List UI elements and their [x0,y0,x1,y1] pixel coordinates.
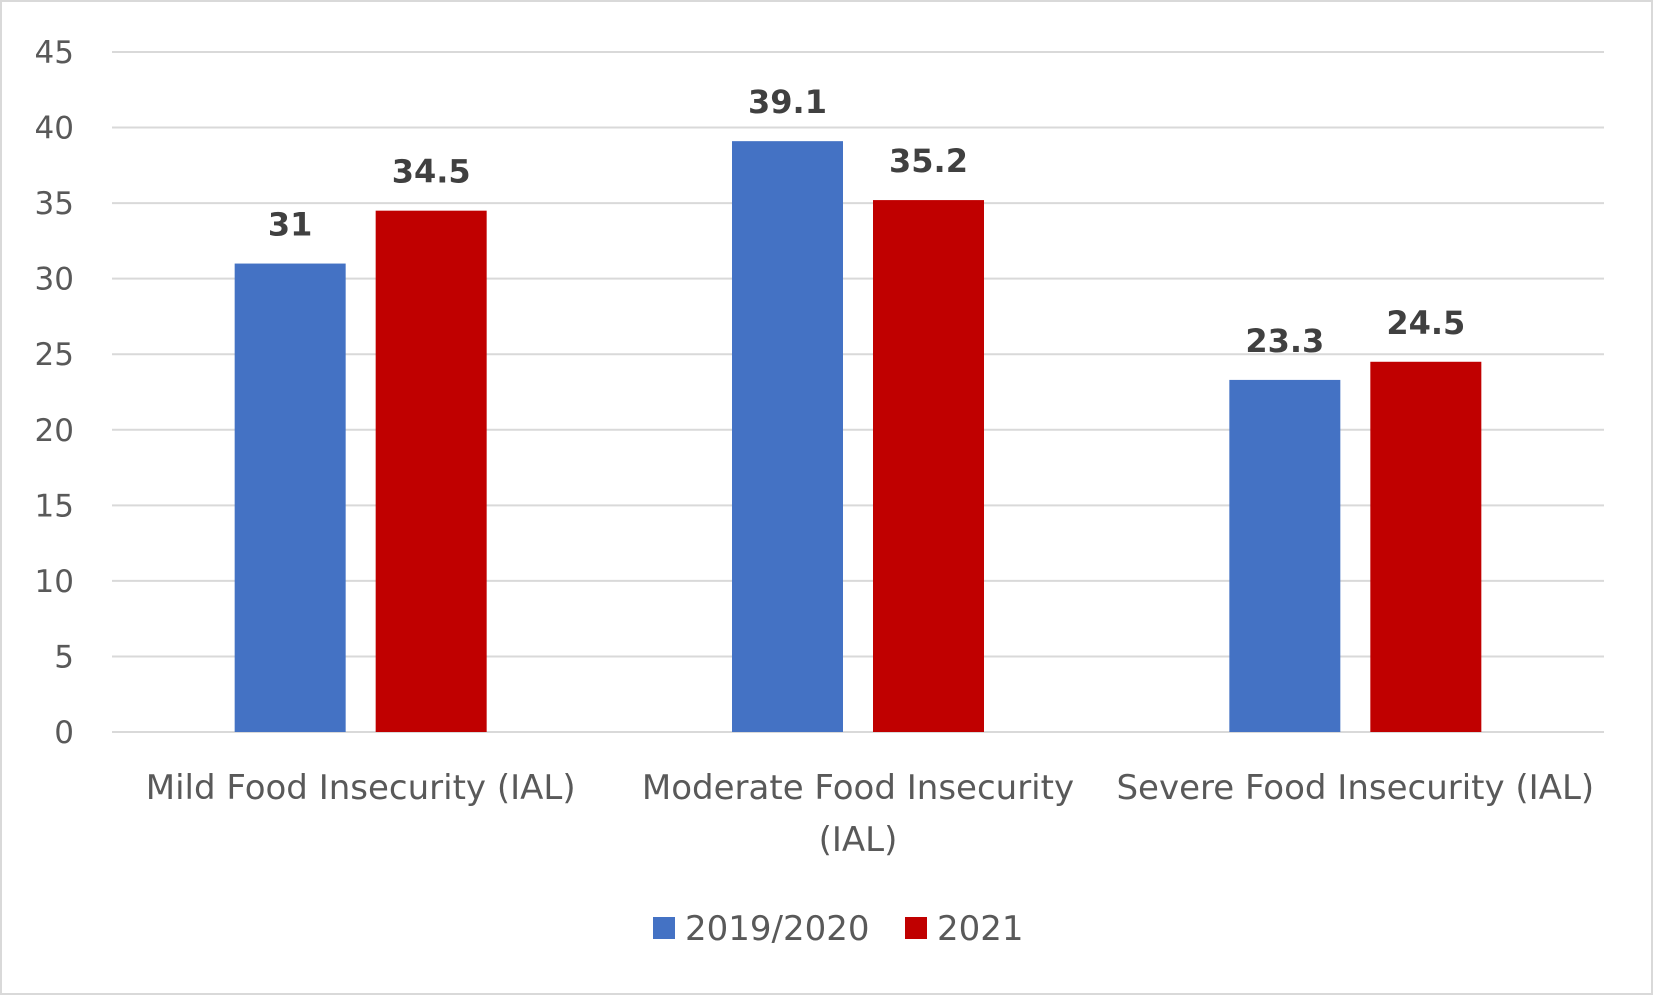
bar-series-0-cat-2 [1229,379,1341,732]
y-tick-label: 45 [35,35,74,71]
data-label: 34.5 [392,153,471,191]
y-tick-label: 20 [35,413,74,449]
y-axis-tick-labels: 0 5 10 15 20 25 30 35 40 45 [35,35,74,751]
x-category-label: Moderate Food Insecurity [642,768,1074,808]
legend-label: 2021 [937,909,1024,949]
bar-series-1-cat-2 [1370,361,1482,732]
y-tick-label: 15 [35,488,74,524]
data-label: 35.2 [889,142,968,180]
y-tick-label: 0 [54,715,74,751]
data-labels: 31 39.1 23.3 34.5 35.2 24.5 [268,83,1465,360]
data-label: 24.5 [1386,304,1465,342]
y-tick-label: 30 [35,262,74,298]
legend-swatch-1 [905,917,927,939]
bars [234,141,1482,733]
gridlines [112,51,1604,733]
data-label: 31 [268,206,313,244]
legend-swatch-0 [653,917,675,939]
legend-label: 2019/2020 [685,909,870,949]
bar-series-0-cat-1 [732,141,843,733]
data-label: 23.3 [1245,322,1324,360]
x-category-label: (IAL) [819,820,898,860]
legend: 2019/2020 2021 [653,909,1024,949]
bar-series-1-cat-0 [375,210,487,732]
x-category-label: Mild Food Insecurity (IAL) [146,768,576,808]
y-tick-label: 5 [54,639,74,675]
y-tick-label: 40 [35,111,74,147]
bar-series-1-cat-1 [873,200,984,733]
y-tick-label: 25 [35,337,74,373]
y-tick-label: 35 [35,186,74,222]
y-tick-label: 10 [35,564,74,600]
data-label: 39.1 [748,83,827,121]
x-category-label: Severe Food Insecurity (IAL) [1116,768,1594,808]
x-axis-category-labels: Mild Food Insecurity (IAL) Moderate Food … [146,768,1594,860]
bar-series-0-cat-0 [234,263,346,732]
